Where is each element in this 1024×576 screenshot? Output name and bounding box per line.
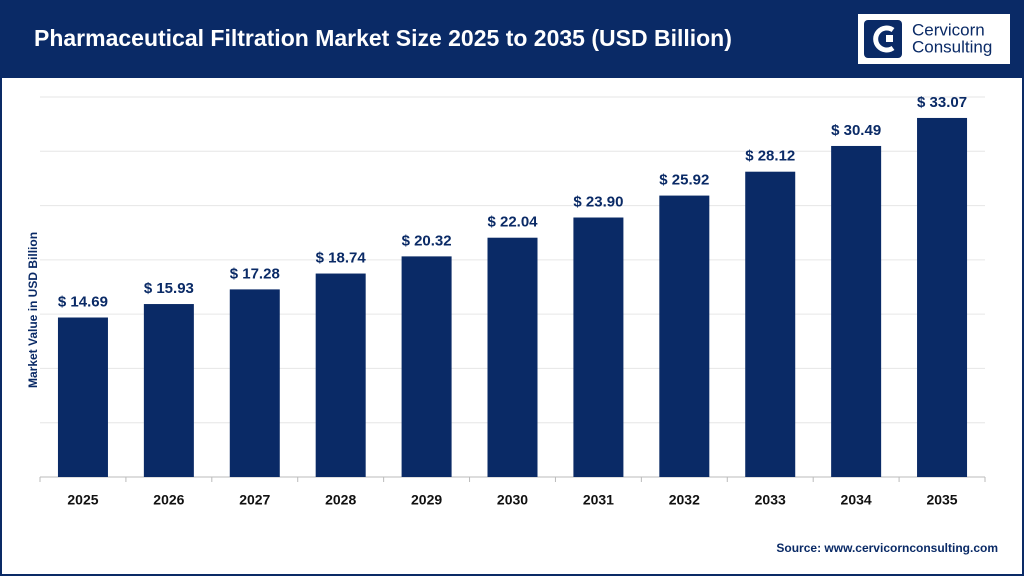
- x-tick-label: 2035: [926, 492, 957, 508]
- bar: [229, 289, 280, 477]
- bar: [143, 304, 194, 477]
- y-axis-label: Market Value in USD Billion: [26, 232, 40, 388]
- value-label: $ 14.69: [58, 293, 108, 310]
- x-tick-label: 2027: [239, 492, 270, 508]
- bar: [659, 195, 710, 477]
- x-tick-label: 2033: [755, 492, 786, 508]
- value-label: $ 25.92: [659, 172, 709, 189]
- value-label: $ 15.93: [144, 280, 194, 297]
- logo-text: Consulting: [912, 37, 992, 56]
- header: [0, 0, 1024, 78]
- value-label: $ 20.32: [402, 232, 452, 249]
- value-label: $ 28.12: [745, 148, 795, 165]
- bar: [917, 117, 968, 477]
- x-tick-label: 2031: [583, 492, 614, 508]
- bar: [745, 171, 796, 477]
- x-tick-label: 2026: [153, 492, 184, 508]
- value-label: $ 18.74: [316, 250, 367, 267]
- x-tick-label: 2032: [669, 492, 700, 508]
- value-label: $ 30.49: [831, 122, 881, 139]
- bar: [315, 273, 366, 477]
- bar: [401, 256, 452, 477]
- value-label: $ 17.28: [230, 265, 280, 282]
- logo-dot: [886, 35, 893, 42]
- bar: [487, 237, 538, 477]
- source: Source: www.cervicornconsulting.com: [776, 541, 998, 555]
- value-label: $ 33.07: [917, 94, 967, 111]
- chart-title: Pharmaceutical Filtration Market Size 20…: [34, 25, 732, 51]
- x-tick-label: 2025: [67, 492, 98, 508]
- x-tick-label: 2028: [325, 492, 356, 508]
- bar: [57, 317, 108, 477]
- x-tick-label: 2034: [841, 492, 872, 508]
- value-label: $ 22.04: [487, 214, 538, 231]
- logo-text: Cervicorn: [912, 20, 985, 39]
- logo-c: [873, 25, 895, 53]
- bar: [573, 217, 624, 477]
- x-tick-label: 2029: [411, 492, 442, 508]
- logo-icon: [864, 20, 902, 58]
- value-label: $ 23.90: [573, 193, 623, 210]
- bar: [831, 145, 882, 478]
- logo: Cervicorn Consulting: [858, 14, 1010, 64]
- x-tick-label: 2030: [497, 492, 528, 508]
